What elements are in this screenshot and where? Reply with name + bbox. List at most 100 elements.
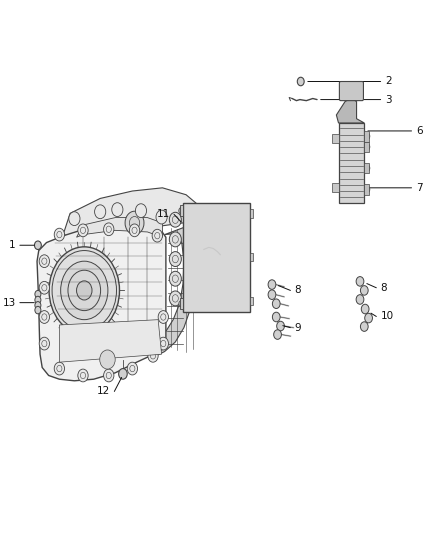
Circle shape (129, 224, 140, 237)
Circle shape (347, 84, 356, 95)
Text: 7: 7 (416, 183, 423, 193)
Circle shape (95, 205, 106, 219)
Circle shape (237, 209, 243, 217)
Text: 10: 10 (381, 311, 394, 321)
Circle shape (170, 291, 181, 306)
Circle shape (104, 369, 114, 382)
Circle shape (364, 185, 370, 193)
Circle shape (219, 224, 230, 238)
Circle shape (135, 204, 147, 217)
Circle shape (219, 277, 230, 290)
Circle shape (39, 255, 49, 268)
Circle shape (205, 209, 212, 217)
Text: 12: 12 (97, 386, 110, 397)
Circle shape (179, 301, 184, 307)
Circle shape (272, 299, 280, 309)
Circle shape (219, 241, 230, 255)
Circle shape (235, 259, 246, 273)
Circle shape (148, 350, 158, 362)
Circle shape (35, 290, 41, 298)
Circle shape (170, 232, 181, 247)
Circle shape (119, 368, 127, 379)
Circle shape (78, 224, 88, 237)
Circle shape (170, 252, 181, 266)
Polygon shape (132, 213, 199, 358)
Circle shape (190, 227, 195, 235)
Circle shape (39, 337, 49, 350)
FancyBboxPatch shape (183, 203, 250, 312)
Circle shape (187, 241, 198, 255)
Text: 8: 8 (381, 283, 387, 293)
Circle shape (127, 362, 138, 375)
Circle shape (187, 294, 198, 308)
Polygon shape (336, 98, 364, 123)
FancyBboxPatch shape (250, 297, 253, 305)
Circle shape (364, 165, 370, 172)
FancyBboxPatch shape (332, 182, 339, 192)
Circle shape (364, 133, 370, 140)
Text: 1: 1 (9, 240, 16, 250)
Circle shape (221, 297, 227, 305)
FancyBboxPatch shape (364, 142, 369, 152)
Text: 4: 4 (236, 238, 242, 247)
Circle shape (219, 259, 230, 273)
Circle shape (274, 330, 281, 340)
Circle shape (49, 247, 120, 334)
Circle shape (190, 245, 195, 252)
Circle shape (152, 229, 162, 242)
Circle shape (364, 143, 370, 151)
Circle shape (361, 304, 369, 314)
Circle shape (221, 262, 227, 270)
Circle shape (190, 297, 195, 305)
Circle shape (190, 262, 195, 270)
Circle shape (35, 306, 41, 314)
Circle shape (35, 241, 41, 249)
Circle shape (170, 212, 181, 227)
Circle shape (205, 245, 212, 252)
Circle shape (187, 206, 198, 220)
Circle shape (360, 286, 368, 295)
Circle shape (237, 280, 243, 287)
Circle shape (54, 228, 64, 241)
Circle shape (69, 212, 80, 225)
Circle shape (237, 297, 243, 305)
Circle shape (190, 280, 195, 287)
Circle shape (158, 337, 169, 350)
Circle shape (219, 206, 230, 220)
Circle shape (203, 206, 214, 220)
Circle shape (235, 241, 246, 255)
Circle shape (187, 277, 198, 290)
Circle shape (365, 313, 372, 323)
Circle shape (356, 277, 364, 286)
Circle shape (205, 297, 212, 305)
Circle shape (112, 203, 123, 216)
Circle shape (356, 295, 364, 304)
Polygon shape (77, 217, 162, 237)
Text: 9: 9 (295, 322, 301, 333)
Text: 6: 6 (416, 126, 423, 136)
Circle shape (205, 227, 212, 235)
Circle shape (78, 369, 88, 382)
Circle shape (54, 362, 64, 375)
Text: 11: 11 (156, 209, 170, 220)
Circle shape (35, 296, 41, 304)
Circle shape (235, 294, 246, 308)
Circle shape (203, 224, 214, 238)
Circle shape (235, 206, 246, 220)
Circle shape (187, 224, 198, 238)
Circle shape (203, 259, 214, 273)
Text: 3: 3 (385, 94, 392, 104)
Circle shape (221, 227, 227, 235)
Circle shape (237, 262, 243, 270)
Circle shape (297, 77, 304, 86)
Circle shape (104, 223, 114, 236)
Circle shape (205, 262, 212, 270)
Text: 2: 2 (385, 77, 392, 86)
Circle shape (268, 280, 276, 289)
Circle shape (158, 311, 169, 324)
Circle shape (187, 259, 198, 273)
Circle shape (237, 227, 243, 235)
Circle shape (221, 280, 227, 287)
FancyBboxPatch shape (180, 298, 183, 309)
Circle shape (77, 281, 92, 300)
